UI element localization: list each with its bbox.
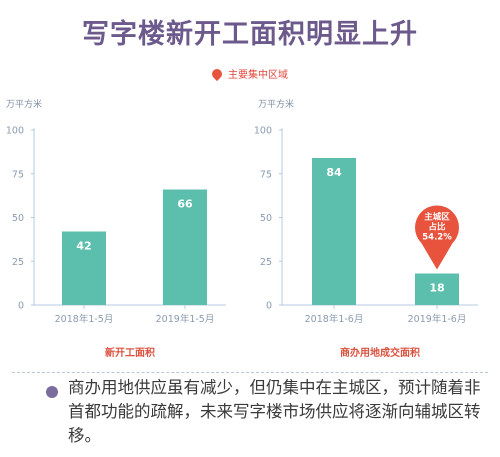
legend-label: 主要集中区域 bbox=[228, 70, 288, 81]
bullet-dot-icon bbox=[46, 386, 58, 398]
x-tick-label: 2019年1-5月 bbox=[156, 313, 215, 325]
y-tick-label: 0 bbox=[18, 301, 24, 312]
callout-text: 占比 bbox=[428, 222, 446, 233]
description-text: 商办用地供应虽有减少，但仍集中在主城区，预计随着非首都功能的疏解，未来写字楼市场… bbox=[68, 378, 481, 445]
page-title: 写字楼新开工面积明显上升 bbox=[82, 19, 418, 50]
y-tick-label: 50 bbox=[12, 213, 24, 224]
chart-footer-label: 新开工面积 bbox=[105, 346, 155, 359]
y-tick-label: 25 bbox=[12, 257, 24, 268]
callout-text: 主城区 bbox=[424, 212, 450, 223]
bar-value-label: 66 bbox=[177, 198, 193, 211]
x-tick-label: 2018年1-6月 bbox=[305, 313, 364, 325]
legend: 主要集中区域 bbox=[0, 66, 500, 81]
callout-pointer bbox=[421, 242, 453, 270]
x-tick-label: 2019年1-6月 bbox=[408, 313, 467, 325]
y-tick-label: 75 bbox=[260, 169, 272, 180]
y-tick-label: 100 bbox=[254, 126, 272, 137]
x-tick-label: 2018年1-5月 bbox=[55, 313, 114, 325]
y-tick-label: 25 bbox=[260, 257, 272, 268]
y-tick-label: 75 bbox=[12, 169, 24, 180]
y-unit-label: 万平方米 bbox=[6, 98, 42, 110]
bar-value-label: 84 bbox=[326, 166, 342, 179]
y-unit-label: 万平方米 bbox=[258, 98, 294, 110]
y-tick-label: 100 bbox=[6, 126, 24, 137]
chart-footer-label: 商办用地成交面积 bbox=[340, 346, 420, 359]
divider bbox=[12, 372, 488, 373]
callout-text: 54.2% bbox=[422, 233, 452, 243]
y-tick-label: 0 bbox=[266, 301, 272, 312]
bar bbox=[415, 273, 459, 305]
bar bbox=[62, 231, 106, 305]
charts-area: 万平方米 0 25 50 75 100 42 2018年1-5月 66 2019年1-5月新开工面… bbox=[6, 98, 478, 359]
bar-value-label: 18 bbox=[429, 282, 444, 295]
y-tick-label: 50 bbox=[260, 213, 272, 224]
bar-value-label: 42 bbox=[76, 240, 91, 253]
bar bbox=[312, 158, 356, 305]
callout-bubble bbox=[415, 205, 459, 250]
bar bbox=[163, 189, 207, 305]
